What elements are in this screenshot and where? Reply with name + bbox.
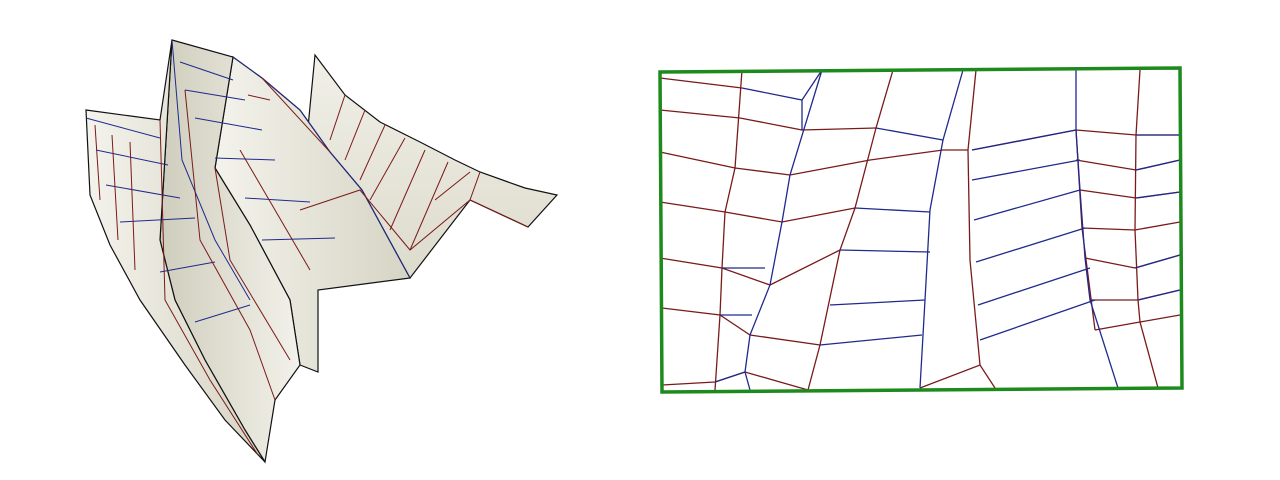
pattern-crease-lines [659,69,1181,391]
flat-crease-pattern [658,66,1184,394]
folded-3d-view [85,39,559,464]
left-wall-face [85,39,266,463]
pattern-border [658,66,1184,394]
pattern-sheet [660,70,1180,390]
folded-crease-lines [85,39,529,456]
